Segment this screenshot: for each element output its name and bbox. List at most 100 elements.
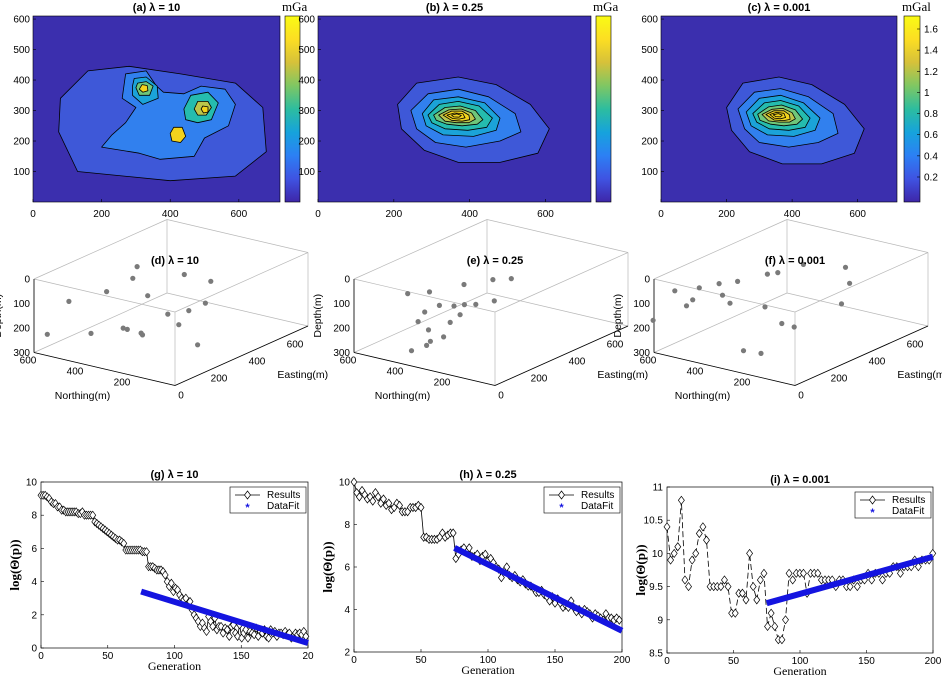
colorbar-tick-label: 1.6 <box>924 25 938 36</box>
scatter-point <box>735 278 741 284</box>
y-tick-label: 400 <box>298 76 315 87</box>
axis-line <box>494 325 629 386</box>
results-marker <box>380 494 387 504</box>
results-marker <box>120 538 128 549</box>
colorbar-tick-label: 1 <box>924 88 930 99</box>
colorbar <box>595 15 612 203</box>
scatter-point <box>719 292 726 298</box>
results-marker <box>746 548 754 558</box>
y-tick-label: 8 <box>344 520 350 531</box>
datafit-line <box>140 588 309 646</box>
scatter-point <box>120 325 126 331</box>
y-tick-label: 9.5 <box>649 582 663 593</box>
results-marker <box>853 582 861 592</box>
legend-results-label: Results <box>581 490 614 501</box>
scatter-point <box>473 301 479 307</box>
contour-panel-a: 0 200 400 600 100 200 300 400 500 600 (a) λ = 10 mG… <box>13 0 307 220</box>
contour-level <box>772 113 783 118</box>
box-edge <box>653 292 788 353</box>
scatter-point <box>426 289 433 295</box>
y-tick-label: 300 <box>13 106 30 117</box>
box-edge <box>486 292 629 327</box>
scatter-point <box>436 302 442 308</box>
y-tick-label: 300 <box>298 106 315 117</box>
x-axis-label: Generation <box>461 663 514 677</box>
easting-tick-label: 600 <box>907 340 924 351</box>
scatter-point <box>408 348 415 354</box>
y-tick-label: 400 <box>13 76 30 87</box>
y-tick-label: 4 <box>31 577 37 588</box>
northing-tick-label: 200 <box>434 378 451 389</box>
depth-tick-label: 200 <box>333 324 350 335</box>
scatter-point <box>181 271 187 278</box>
results-marker <box>350 477 358 487</box>
scatter-point <box>758 350 764 356</box>
y-tick-label: 500 <box>641 45 658 56</box>
contour-level <box>200 105 209 114</box>
contour-level <box>169 126 187 143</box>
line-panel-h: 0 50 100 150 200 2 4 6 8 10 Results * DataFit (h) λ =… <box>320 469 631 677</box>
x-axis-label: Generation <box>773 664 826 678</box>
scatter-point <box>427 338 433 344</box>
x-tick-label: 0 <box>315 209 321 220</box>
axis-line <box>353 352 496 386</box>
northing-tick-label: 200 <box>734 378 751 389</box>
results-marker <box>785 568 793 578</box>
colorbar-tick-label: 0.8 <box>924 109 938 120</box>
scatter3d-panel-d: 0 200 400 600 200 400 600 0 100 200 300 Easting(m) N… <box>0 219 328 402</box>
results-marker <box>782 615 789 625</box>
results-marker <box>800 568 807 578</box>
y-tick-label: 500 <box>13 45 30 56</box>
legend-box <box>854 491 932 519</box>
easting-tick-label: 400 <box>569 357 586 368</box>
chart-title: (g) λ = 10 <box>151 469 199 481</box>
results-marker <box>667 555 675 565</box>
box-edge <box>33 219 168 280</box>
axis-line <box>174 325 309 386</box>
easting-tick-label: 200 <box>831 374 848 385</box>
scatter-point <box>842 264 849 270</box>
northing-axis-label: Northing(m) <box>55 390 110 402</box>
northing-axis-label: Northing(m) <box>675 390 730 402</box>
x-tick-label: 50 <box>728 656 740 667</box>
depth-tick-label: 300 <box>333 348 350 359</box>
x-tick-label: 150 <box>547 655 564 666</box>
y-tick-label: 10.5 <box>644 516 664 527</box>
box-edge <box>166 219 309 253</box>
results-marker <box>223 625 231 635</box>
legend-results-marker <box>558 490 565 500</box>
results-marker <box>497 573 505 583</box>
box-edge <box>174 252 309 313</box>
scatter-point <box>775 270 781 276</box>
x-tick-label: 600 <box>230 209 247 220</box>
depth-tick-label: 100 <box>633 299 650 310</box>
scatter-point <box>447 319 453 325</box>
scatter-point <box>176 322 182 328</box>
scatter3d-panel-e: 0 200 400 600 200 400 600 0 100 200 300 Easting(m) N… <box>312 219 648 402</box>
y-tick-label: 200 <box>13 137 30 148</box>
results-marker <box>89 510 97 520</box>
results-marker <box>203 626 210 636</box>
box-edge <box>353 292 488 353</box>
axis-line <box>794 325 929 386</box>
x-tick-label: 600 <box>849 209 866 220</box>
y-tick-label: 400 <box>641 76 658 87</box>
colorbar-unit-label: mGa <box>593 0 619 14</box>
easting-axis-label: Easting(m) <box>597 369 648 381</box>
x-tick-label: 50 <box>415 655 427 666</box>
scatter-point <box>461 302 467 308</box>
legend-datafit-label: DataFit <box>581 501 613 512</box>
scatter-point <box>88 330 94 336</box>
chart-title: (i) λ = 0.001 <box>770 474 830 486</box>
scatter-point <box>208 278 214 284</box>
scatter-point <box>490 277 496 283</box>
y-tick-label: 0 <box>31 644 37 655</box>
scatter-point <box>847 280 853 286</box>
scatter-point <box>696 285 702 291</box>
results-marker <box>396 500 403 510</box>
datafit-line <box>765 553 934 607</box>
results-marker <box>749 582 757 592</box>
results-marker <box>742 595 750 605</box>
results-marker <box>209 621 217 632</box>
x-tick-label: 100 <box>166 651 183 662</box>
